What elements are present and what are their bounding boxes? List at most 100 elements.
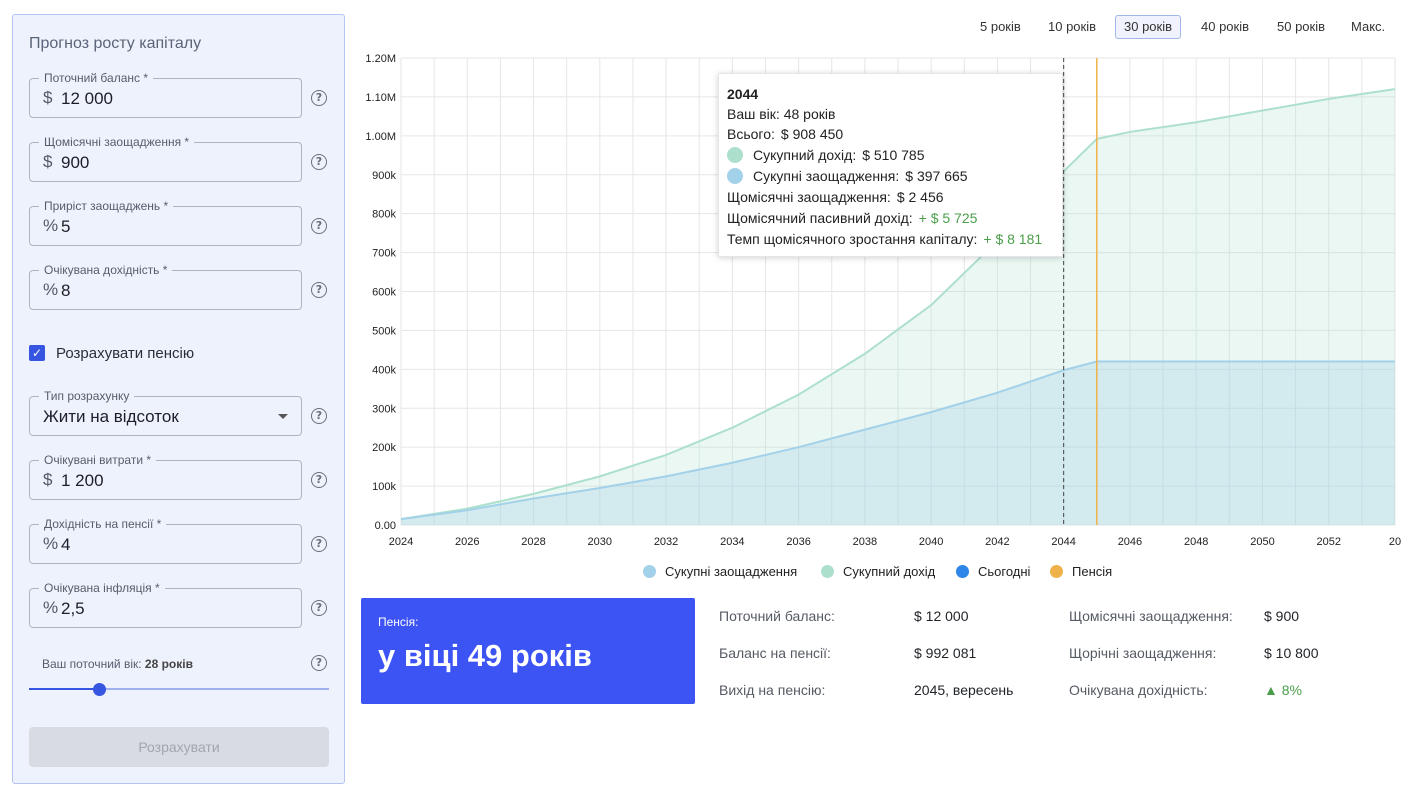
tab-10-years[interactable]: 10 років — [1048, 19, 1097, 34]
tooltip-savings-value: $ 397 665 — [905, 168, 968, 184]
y-tick-label: 1.20M — [365, 53, 396, 65]
pension-age-card: Пенсія: у віці 49 років — [361, 598, 695, 704]
tooltip-passive: Щомісячний пасивний дохід: + $ 5 725 — [727, 210, 977, 226]
legend-dot-icon — [821, 565, 834, 578]
savings-dot-icon — [727, 168, 743, 184]
chevron-down-icon — [278, 414, 288, 419]
series-line — [400, 360, 1395, 521]
field-label: Очікувана інфляція * — [39, 581, 165, 595]
current-balance-field[interactable]: Поточний баланс * $ 12 000 — [29, 71, 302, 118]
tab-40-years[interactable]: 40 років — [1201, 19, 1250, 34]
calculate-button[interactable]: Розрахувати — [29, 727, 329, 767]
x-tick-label: 2046 — [1118, 536, 1142, 548]
tooltip-monthly-savings-value: $ 2 456 — [896, 189, 944, 205]
tooltip-savings-label: Сукупні заощадження: — [753, 168, 900, 184]
calc-type-select[interactable]: Тип розрахунку Жити на відсоток — [29, 389, 302, 436]
tooltip-year: 2044 — [727, 86, 759, 102]
expected-expenses-field[interactable]: Очікувані витрати * $ 1 200 — [29, 453, 302, 500]
chart-tooltip: 2044 Ваш вік: 48 років Всього: $ 908 450 … — [718, 73, 1063, 257]
field-prefix: $ — [43, 152, 53, 171]
age-label-text: Ваш поточний вік: — [42, 657, 142, 671]
tooltip-growth-label: Темп щомісячного зростання капіталу: — [727, 231, 978, 247]
field-label: Очікувана дохідність * — [39, 263, 173, 277]
tab-5-years[interactable]: 5 років — [980, 19, 1021, 34]
series-area — [401, 361, 1395, 525]
field-value: 2,5 — [61, 599, 85, 618]
tab-30-years[interactable]: 30 років — [1115, 15, 1182, 39]
current-age-label: Ваш поточний вік: 28 років — [42, 657, 193, 671]
x-tick-label: 2032 — [654, 536, 678, 548]
help-icon[interactable]: ? — [311, 90, 327, 106]
x-tick-label: 2036 — [786, 536, 810, 548]
help-icon[interactable]: ? — [311, 218, 327, 234]
pension-return-field[interactable]: Дохідність на пенсії * % 4 — [29, 517, 302, 564]
field-label: Очікувані витрати * — [39, 453, 157, 467]
tab-50-years[interactable]: 50 років — [1277, 19, 1326, 34]
pension-checkbox[interactable]: ✓ — [29, 345, 45, 361]
savings-growth-field[interactable]: Приріст заощаджень * % 5 — [29, 199, 302, 246]
legend-dot-icon — [1050, 565, 1063, 578]
legend-label: Сукупний дохід — [843, 564, 936, 579]
capital-forecast-form: Прогноз росту капіталу Поточний баланс *… — [12, 14, 345, 784]
tooltip-total-value: $ 908 450 — [780, 126, 844, 142]
pension-card-label: Пенсія: — [378, 615, 419, 629]
y-tick-label: 200k — [372, 442, 396, 454]
tab-max[interactable]: Макс. — [1351, 19, 1386, 34]
help-icon[interactable]: ? — [311, 282, 327, 298]
stat-label: Щорічні заощадження: — [1069, 645, 1217, 661]
legend-label: Сукупні заощадження — [665, 564, 798, 579]
field-prefix: $ — [43, 470, 53, 489]
tooltip-growth: Темп щомісячного зростання капіталу: + $ … — [727, 231, 1042, 247]
legend-dot-icon — [643, 565, 656, 578]
help-icon[interactable]: ? — [311, 600, 327, 616]
expected-return-field[interactable]: Очікувана дохідність * % 8 — [29, 263, 302, 310]
field-label: Приріст заощаджень * — [39, 199, 174, 213]
legend-today[interactable]: Сьогодні — [956, 564, 1030, 582]
field-label: Дохідність на пенсії * — [39, 517, 167, 531]
field-label: Поточний баланс * — [39, 71, 154, 85]
series-line — [400, 88, 1396, 521]
age-slider-thumb[interactable] — [93, 683, 106, 696]
legend-savings[interactable]: Сукупні заощадження — [643, 564, 797, 582]
field-prefix: $ — [43, 88, 53, 107]
monthly-savings-field[interactable]: Щомісячні заощадження * $ 900 — [29, 135, 302, 182]
tooltip-passive-label: Щомісячний пасивний дохід: — [727, 210, 913, 226]
legend-pension[interactable]: Пенсія — [1050, 564, 1112, 582]
y-tick-label: 0.00 — [375, 520, 396, 532]
legend-dot-icon — [956, 565, 969, 578]
field-value: 900 — [61, 153, 90, 172]
help-icon[interactable]: ? — [311, 154, 327, 170]
x-tick-label: 2052 — [1316, 536, 1340, 548]
x-tick-label: 20 — [1389, 536, 1401, 548]
help-icon[interactable]: ? — [311, 655, 327, 671]
tooltip-monthly-savings: Щомісячні заощадження: $ 2 456 — [727, 189, 944, 205]
tooltip-income: Сукупний дохід: $ 510 785 — [727, 147, 925, 163]
expected-inflation-field[interactable]: Очікувана інфляція * % 2,5 — [29, 581, 302, 628]
help-icon[interactable]: ? — [311, 536, 327, 552]
pension-checkbox-label[interactable]: Розрахувати пенсію — [56, 345, 195, 362]
age-slider-track[interactable] — [29, 688, 329, 690]
field-value: 8 — [61, 281, 71, 300]
stat-value: $ 992 081 — [914, 645, 977, 661]
stat-label: Баланс на пенсії: — [719, 645, 831, 661]
stat-label: Очікувана дохідність: — [1069, 682, 1208, 698]
tooltip-total-label: Всього: — [727, 126, 775, 142]
tooltip-monthly-savings-label: Щомісячні заощадження: — [727, 189, 891, 205]
help-icon[interactable]: ? — [311, 472, 327, 488]
tooltip-total: Всього: $ 908 450 — [727, 126, 843, 142]
stat-value: ▲ 8% — [1264, 682, 1302, 698]
legend-label: Сьогодні — [978, 564, 1031, 579]
field-prefix: % — [43, 280, 59, 299]
y-tick-label: 1.10M — [365, 92, 396, 104]
tooltip-age: Ваш вік: 48 років — [727, 106, 836, 122]
field-prefix: % — [43, 598, 59, 617]
field-prefix: % — [43, 534, 59, 553]
help-icon[interactable]: ? — [311, 408, 327, 424]
tooltip-savings: Сукупні заощадження: $ 397 665 — [727, 168, 968, 184]
field-value: 1 200 — [61, 471, 104, 490]
stat-label: Поточний баланс: — [719, 608, 835, 624]
x-tick-label: 2048 — [1184, 536, 1208, 548]
x-tick-label: 2030 — [588, 536, 612, 548]
legend-income[interactable]: Сукупний дохід — [821, 564, 935, 582]
y-tick-label: 100k — [372, 481, 396, 493]
